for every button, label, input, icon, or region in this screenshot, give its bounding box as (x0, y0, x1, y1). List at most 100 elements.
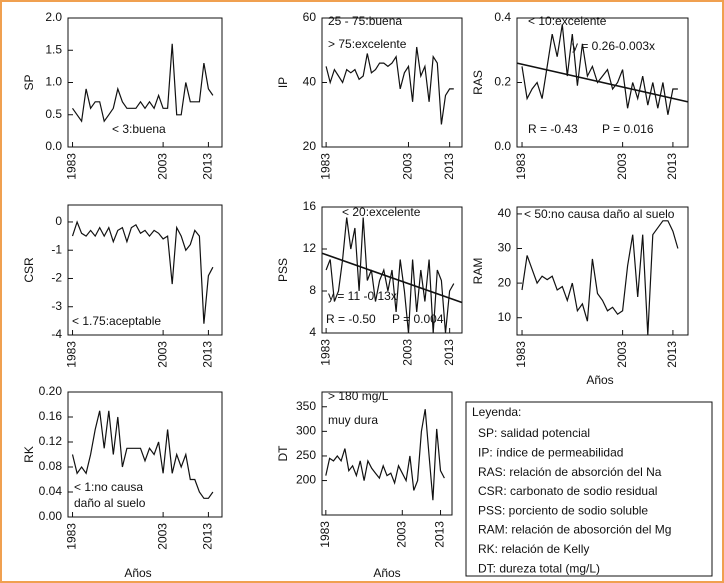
data-line (325, 46, 454, 125)
y-tick-label: 0.0 (494, 139, 511, 153)
data-line (325, 217, 455, 334)
x-axis-label: Años (586, 373, 613, 387)
y-tick-label: 4 (309, 325, 316, 339)
y-tick-label: 12 (303, 241, 317, 255)
legend-item: CSR: carbonato de sodio residual (478, 484, 657, 498)
y-tick-label: 40 (498, 206, 512, 220)
x-tick-label: 2013 (665, 153, 679, 180)
x-tick-label: 2013 (433, 521, 447, 548)
annotation: < 3:buena (112, 122, 166, 136)
x-tick-label: 1983 (514, 341, 528, 368)
y-tick-label: -2 (51, 271, 62, 285)
x-tick-label: 2003 (401, 339, 415, 366)
annotation: < 50:no causa daño al suelo (524, 207, 675, 221)
legend-item: RAS: relación de absorción del Na (478, 465, 662, 479)
x-tick-label: 2013 (442, 153, 456, 180)
y-tick-label: 60 (303, 10, 317, 24)
plot-frame (67, 204, 223, 336)
y-tick-label: 0.5 (45, 107, 62, 121)
y-tick-label: 0 (55, 214, 62, 228)
data-line (325, 409, 445, 501)
x-tick-label: 2013 (442, 339, 456, 366)
annotation: < 10:excelente (528, 14, 607, 28)
y-axis-label: CSR (22, 257, 36, 283)
y-tick-label: 0.20 (39, 384, 63, 398)
data-line (521, 220, 679, 336)
annotation: P = 0.004 (392, 312, 444, 326)
y-axis-label: RAM (471, 258, 485, 285)
x-tick-label: 2003 (615, 153, 629, 180)
x-tick-label: 2003 (155, 341, 169, 368)
y-tick-label: 0.08 (39, 459, 63, 473)
plot-frame (516, 206, 689, 336)
annotation: muy dura (328, 413, 378, 427)
y-tick-label: 30 (498, 241, 512, 255)
x-axis-label: Años (373, 566, 400, 580)
y-tick-label: 0.12 (39, 434, 63, 448)
annotation: > 180 mg/L (328, 389, 389, 403)
x-tick-label: 1983 (514, 153, 528, 180)
y-axis-label: IP (276, 77, 290, 88)
y-tick-label: 350 (296, 399, 316, 413)
y-axis-label: PSS (276, 258, 290, 282)
plot-frame (67, 391, 223, 518)
data-line (521, 24, 678, 115)
y-tick-label: -4 (51, 327, 62, 341)
annotation: P = 0.016 (602, 122, 654, 136)
x-tick-label: 2003 (615, 341, 629, 368)
y-tick-label: 0.4 (494, 10, 511, 24)
y-tick-label: 0.04 (39, 484, 63, 498)
y-tick-label: 250 (296, 448, 316, 462)
plot-frame (321, 391, 453, 516)
y-tick-label: -3 (51, 299, 62, 313)
legend-item: RK: relación de Kelly (478, 542, 589, 556)
y-axis-label: RK (22, 446, 36, 463)
x-tick-label: 2003 (394, 521, 408, 548)
annotation: < 20:excelente (342, 205, 421, 219)
y-tick-label: 200 (296, 473, 316, 487)
x-axis-label: Años (124, 566, 151, 580)
trend-line (321, 252, 463, 304)
y-tick-label: 0.2 (494, 75, 511, 89)
x-tick-label: 2003 (401, 153, 415, 180)
y-tick-label: 2.0 (45, 10, 62, 24)
y-tick-label: 40 (303, 75, 317, 89)
y-tick-label: -1 (51, 242, 62, 256)
annotation: daño al suelo (74, 496, 146, 510)
x-tick-label: 2013 (201, 341, 215, 368)
data-line (71, 220, 214, 324)
x-tick-label: 1983 (318, 153, 332, 180)
y-tick-label: 20 (498, 275, 512, 289)
y-tick-label: 1.5 (45, 42, 62, 56)
legend-item: SP: salidad potencial (478, 426, 590, 440)
legend-item: RAM: relación de abosorción del Mg (478, 523, 671, 537)
annotation: y = 11 -0.13x (328, 289, 397, 303)
x-tick-label: 2003 (155, 153, 169, 180)
x-tick-label: 1983 (65, 523, 79, 550)
legend-box (465, 401, 713, 577)
y-tick-label: 20 (303, 139, 317, 153)
legend-item: DT: dureza total (mg/L) (478, 561, 600, 575)
legend: Leyenda: SP: salidad potencial IP: índice… (465, 401, 713, 577)
x-tick-label: 1983 (65, 153, 79, 180)
x-tick-label: 1983 (318, 339, 332, 366)
y-tick-label: 0.00 (39, 509, 63, 523)
plot-frame (321, 206, 463, 334)
annotation: < 1:no causa (74, 480, 143, 494)
legend-item: PSS: porciento de sodio soluble (478, 503, 648, 517)
y-axis-label: SP (22, 74, 36, 90)
y-tick-label: 16 (303, 199, 317, 213)
legend-title: Leyenda: (472, 405, 521, 419)
annotation: R = -0.50 (326, 312, 376, 326)
y-axis-label: DT (276, 445, 290, 462)
annotation: R = -0.43 (528, 122, 578, 136)
y-tick-label: 0.0 (45, 139, 62, 153)
annotation: > 75:excelente (328, 37, 407, 51)
y-tick-label: 10 (498, 310, 512, 324)
x-tick-label: 2013 (201, 153, 215, 180)
data-line (71, 410, 214, 499)
annotation: < 1.75:aceptable (72, 314, 161, 328)
x-tick-label: 2003 (155, 523, 169, 550)
legend-item: IP: índice de permeabilidad (478, 445, 623, 459)
